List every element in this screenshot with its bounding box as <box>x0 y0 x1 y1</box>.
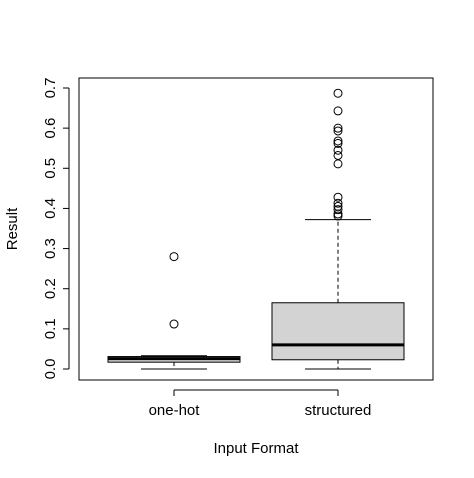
outlier-point <box>333 123 343 133</box>
outlier-point <box>333 126 343 136</box>
boxes <box>107 88 405 370</box>
box-structured <box>271 88 405 370</box>
x-tick-label: one-hot <box>149 402 201 419</box>
outlier-point <box>333 88 343 98</box>
x-tick-label: structured <box>305 402 372 419</box>
outlier-point <box>169 252 179 262</box>
outlier-point <box>333 136 343 146</box>
plot-frame <box>78 77 434 381</box>
outlier-point <box>333 201 343 211</box>
outlier-point <box>333 159 343 169</box>
box-one-hot <box>107 252 241 370</box>
outlier-point <box>333 138 343 148</box>
y-tick-label: 0.2 <box>42 278 59 299</box>
outlier-point <box>333 205 343 215</box>
x-axis: one-hot structured <box>149 389 372 419</box>
y-tick-label: 0.7 <box>42 78 59 99</box>
y-axis: 0.0 0.1 0.2 0.3 0.4 0.5 0.6 0.7 <box>42 78 70 380</box>
outlier-point <box>333 198 343 208</box>
outlier-point <box>333 106 343 116</box>
y-tick-label: 0.4 <box>42 198 59 219</box>
y-tick-label: 0.6 <box>42 118 59 139</box>
outlier-point <box>333 192 343 202</box>
y-tick-label: 0.5 <box>42 158 59 179</box>
y-tick-label: 0.3 <box>42 238 59 259</box>
y-tick-label: 0.0 <box>42 359 59 380</box>
box-iqr <box>271 302 405 361</box>
outlier-point <box>333 145 343 155</box>
y-tick-label: 0.1 <box>42 318 59 339</box>
x-axis-title: Input Format <box>213 440 299 457</box>
outlier-point <box>169 319 179 329</box>
outlier-point <box>333 150 343 160</box>
y-axis-title: Result <box>4 207 21 250</box>
